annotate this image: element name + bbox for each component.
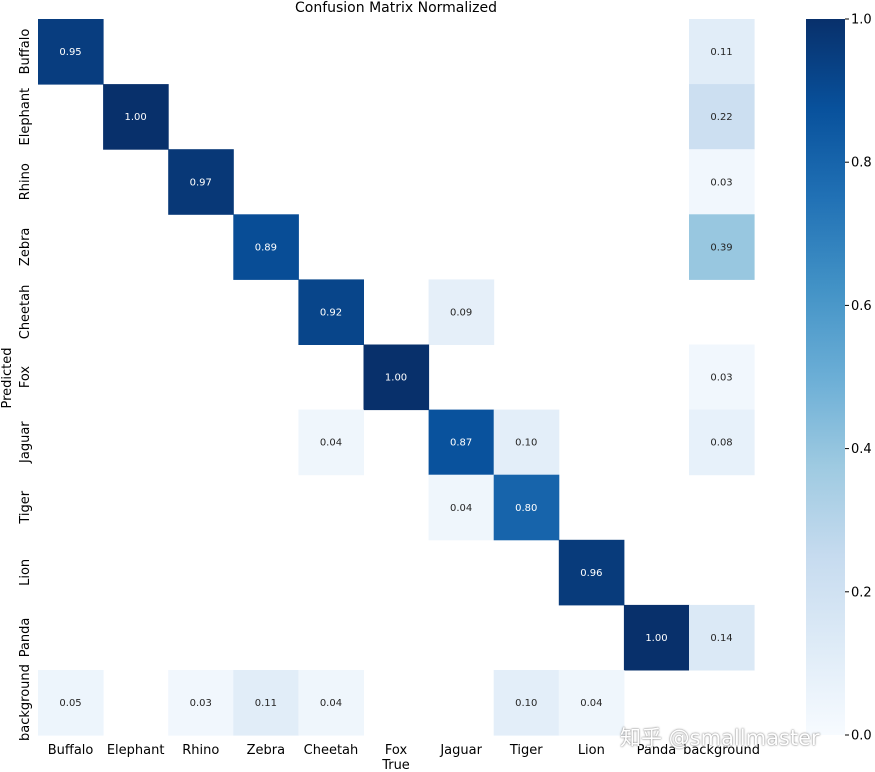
- chart-title: Confusion Matrix Normalized: [295, 0, 497, 16]
- y-tick-label: Elephant: [18, 88, 33, 146]
- heatmap-cell-label: 1.00: [125, 112, 147, 123]
- heatmap-cell-label: 0.39: [710, 242, 732, 253]
- heatmap-cell: [689, 214, 755, 280]
- x-tick-label: Lion: [578, 743, 605, 758]
- heatmap-cell-label: 0.05: [59, 698, 81, 709]
- heatmap-cell-label: 1.00: [385, 373, 407, 384]
- x-tick-label: Cheetah: [304, 743, 359, 758]
- heatmap-cell: [689, 344, 755, 411]
- heatmap-cell: [298, 279, 364, 345]
- heatmap-cell: [689, 19, 755, 85]
- heatmap-cell-label: 0.11: [710, 47, 732, 58]
- y-tick-label: Panda: [18, 618, 33, 658]
- heatmap-cell-label: 0.04: [580, 698, 602, 709]
- x-tick-labels: Buffalo Elephant Rhino Zebra Cheetah Fox Jagua…: [48, 743, 760, 758]
- colorbar-tick-label: 0.4: [851, 442, 872, 457]
- x-tick-label: Rhino: [182, 743, 219, 758]
- heatmap-cell: [689, 84, 755, 150]
- heatmap-cell: [298, 670, 364, 736]
- colorbar-tick-label: 1.0: [851, 13, 872, 28]
- y-tick-label: background: [18, 664, 33, 741]
- x-tick-label: Tiger: [509, 743, 543, 758]
- heatmap-cell-label: 0.92: [320, 307, 342, 318]
- x-tick-label: background: [683, 743, 760, 758]
- x-tick-label: Elephant: [107, 743, 165, 758]
- heatmap-cell: [558, 539, 625, 606]
- colorbar-tick-label: 0.8: [851, 156, 872, 171]
- heatmap-cell-label: 0.03: [710, 373, 732, 384]
- heatmap-cell-label: 0.08: [710, 438, 732, 449]
- heatmap-cell: [233, 670, 299, 736]
- colorbar-ticks: 0.0 0.2 0.4 0.6 0.8 1.0: [845, 13, 872, 744]
- y-tick-label: Lion: [18, 559, 33, 586]
- heatmap-cell: [38, 670, 104, 736]
- y-axis-title: Predicted: [0, 347, 15, 408]
- y-tick-label: Tiger: [18, 490, 33, 524]
- heatmap-cells: 0.95 0.11 1.00 0.22 0.97 0.03 0.89 0.39 0.92 0.09…: [38, 19, 755, 736]
- y-tick-label: Zebra: [18, 228, 33, 266]
- heatmap-cell-label: 0.80: [515, 503, 537, 514]
- y-tick-labels: Buffalo Elephant Rhino Zebra Cheetah Fox Jagua…: [18, 29, 33, 741]
- heatmap-cell-label: 0.96: [580, 568, 602, 579]
- x-tick-label: Fox: [385, 743, 408, 758]
- y-tick-label: Buffalo: [18, 29, 33, 75]
- heatmap-cell: [689, 604, 755, 671]
- heatmap-cell: [38, 19, 104, 85]
- colorbar-tick-label: 0.6: [851, 299, 872, 314]
- heatmap-cell: [168, 149, 234, 215]
- heatmap-cell: [363, 344, 430, 411]
- heatmap-cell: [493, 670, 560, 736]
- heatmap-cell: [493, 409, 560, 476]
- heatmap-cell: [168, 670, 234, 736]
- heatmap-cell-label: 0.97: [190, 177, 212, 188]
- heatmap-cell-label: 0.95: [59, 47, 81, 58]
- heatmap-cell-label: 0.11: [255, 698, 277, 709]
- y-tick-label: Fox: [18, 366, 33, 389]
- heatmap-cell: [689, 149, 755, 215]
- watermark: 知乎 @smallmaster: [620, 726, 820, 750]
- colorbar: [806, 19, 845, 735]
- heatmap-cell-label: 0.04: [450, 503, 472, 514]
- heatmap-cell: [428, 279, 495, 345]
- colorbar-tick-label: 0.2: [851, 585, 872, 600]
- heatmap-cell-label: 0.04: [320, 438, 342, 449]
- heatmap-cell-label: 0.09: [450, 307, 472, 318]
- heatmap-cell-label: 0.03: [710, 177, 732, 188]
- heatmap-cell: [103, 84, 169, 150]
- heatmap-cell-label: 0.14: [710, 633, 732, 644]
- heatmap-cell-label: 0.10: [515, 438, 537, 449]
- y-tick-label: Rhino: [18, 163, 33, 200]
- heatmap-cell-label: 0.22: [710, 112, 732, 123]
- colorbar-tick-label: 0.0: [851, 729, 872, 744]
- heatmap-cell: [558, 670, 625, 736]
- y-tick-label: Jaguar: [18, 421, 33, 464]
- y-tick-label: Cheetah: [18, 285, 33, 340]
- heatmap-cell-label: 0.87: [450, 438, 472, 449]
- heatmap-cell-label: 0.89: [255, 242, 277, 253]
- heatmap-cell: [428, 474, 495, 541]
- heatmap-cell: [428, 409, 495, 476]
- heatmap-cell-label: 0.04: [320, 698, 342, 709]
- heatmap-cell-label: 0.10: [515, 698, 537, 709]
- x-tick-label: Zebra: [247, 743, 285, 758]
- x-tick-label: Jaguar: [439, 743, 482, 758]
- heatmap-cell: [493, 474, 560, 541]
- heatmap-cell-label: 0.03: [190, 698, 212, 709]
- heatmap-cell: [233, 214, 299, 280]
- heatmap-cell: [689, 409, 755, 476]
- x-tick-label: Buffalo: [48, 743, 94, 758]
- x-tick-label: Panda: [637, 743, 677, 758]
- heatmap-cell: [298, 409, 364, 476]
- heatmap-cell: [623, 604, 690, 671]
- heatmap-cell-label: 1.00: [645, 633, 667, 644]
- x-axis-title: True: [381, 758, 410, 772]
